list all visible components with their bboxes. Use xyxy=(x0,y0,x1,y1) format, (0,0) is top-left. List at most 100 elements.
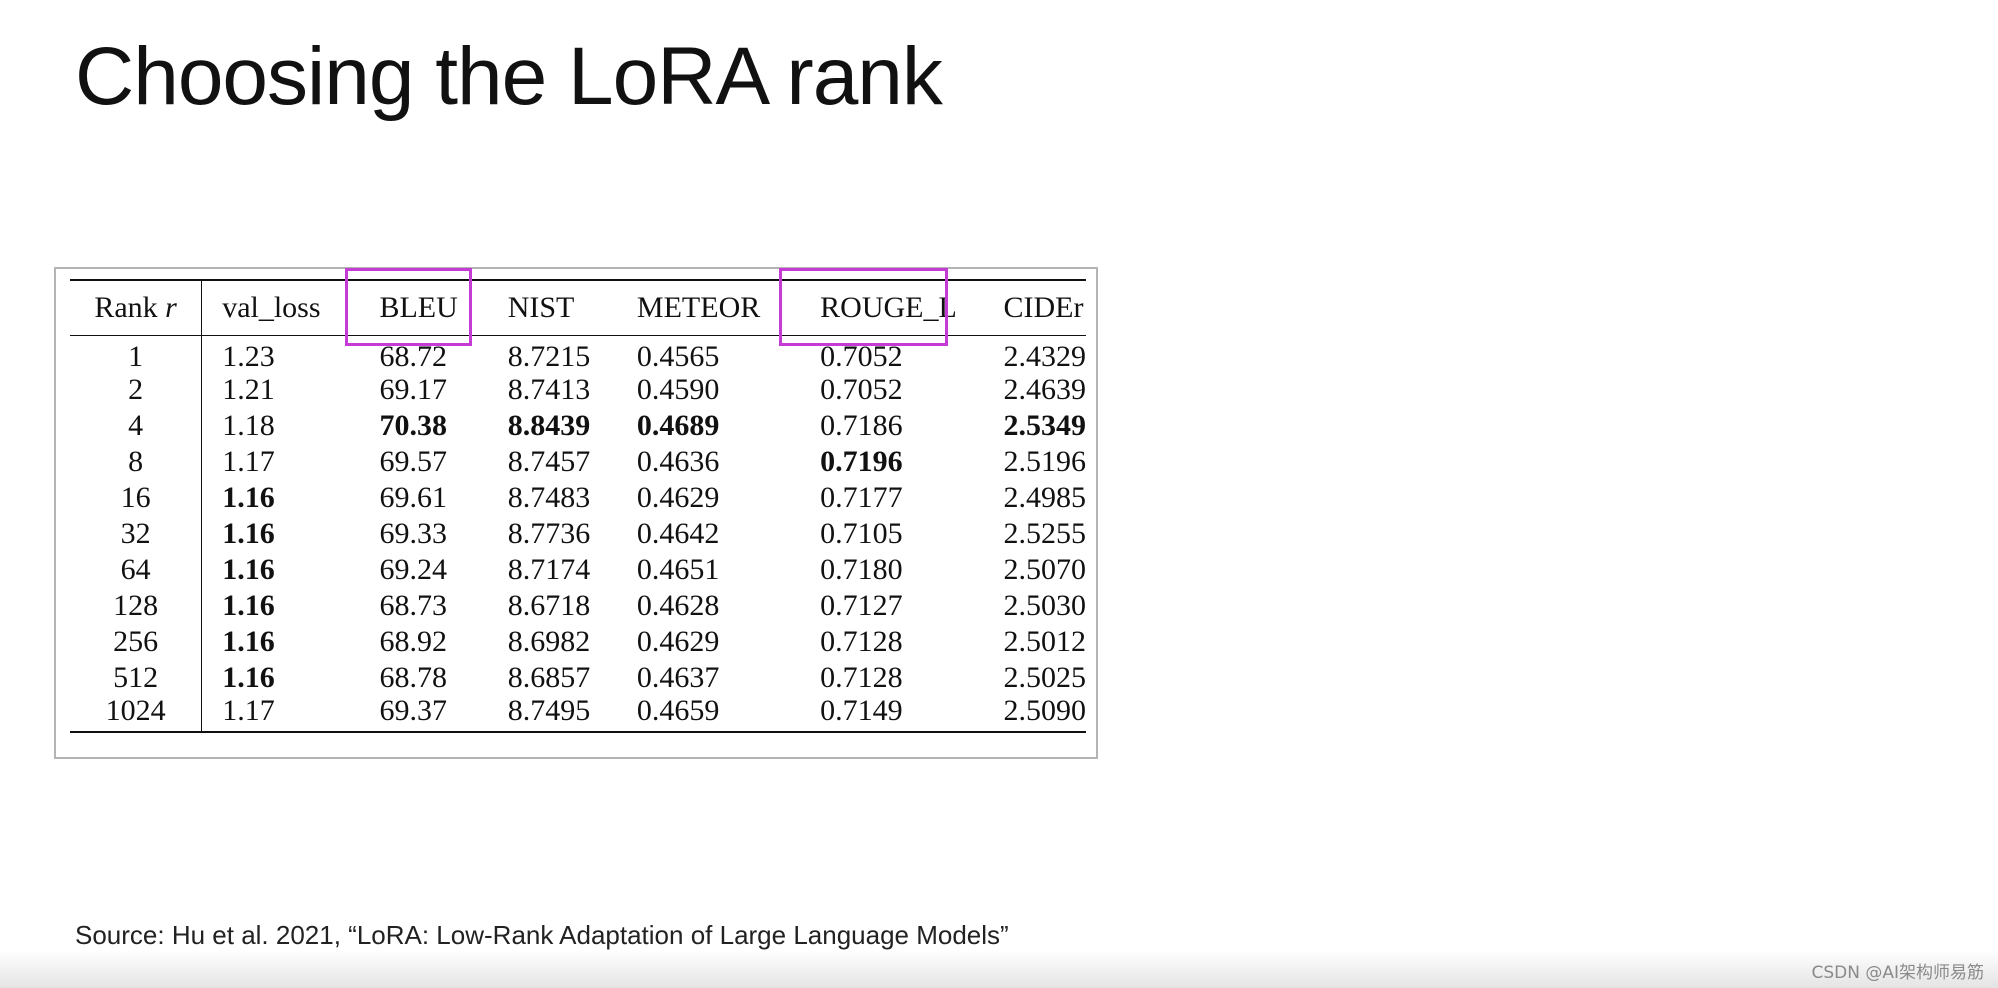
cell-meteor: 0.4689 xyxy=(636,408,720,442)
table-row: 8 1.17 69.57 8.7457 0.4636 0.7196 2.5196 xyxy=(70,443,1087,480)
cell-rank: 16 xyxy=(70,479,203,516)
cell-meteor: 0.4642 xyxy=(636,516,720,550)
cell-meteor: 0.4565 xyxy=(636,339,720,373)
cell-val-loss: 1.18 xyxy=(222,408,275,442)
cell-bleu: 70.38 xyxy=(379,408,447,442)
table-row: 256 1.16 68.92 8.6982 0.4629 0.7128 2.50… xyxy=(70,623,1087,660)
cell-bleu: 68.78 xyxy=(379,660,447,694)
cell-val-loss: 1.16 xyxy=(222,624,275,658)
cell-nist: 8.6718 xyxy=(507,588,591,622)
rouge-l-highlight-box xyxy=(779,268,948,346)
table-row: 64 1.16 69.24 8.7174 0.4651 0.7180 2.507… xyxy=(70,551,1087,588)
cell-rank: 1024 xyxy=(70,695,203,733)
cell-bleu: 69.33 xyxy=(379,516,447,550)
cell-val-loss: 1.16 xyxy=(222,552,275,586)
cell-meteor: 0.4628 xyxy=(636,588,720,622)
table-row: 2 1.21 69.17 8.7413 0.4590 0.7052 2.4639 xyxy=(70,371,1087,408)
cell-nist: 8.6982 xyxy=(507,624,591,658)
cell-meteor: 0.4629 xyxy=(636,480,720,514)
table-row: 128 1.16 68.73 8.6718 0.4628 0.7127 2.50… xyxy=(70,587,1087,624)
cell-rouge-l: 0.7052 xyxy=(820,339,903,373)
table-row: 1 1.23 68.72 8.7215 0.4565 0.7052 2.4329 xyxy=(70,335,1086,372)
results-table: Rank r val_loss BLEU NIST METEOR ROUGE_L… xyxy=(70,279,1086,733)
source-citation: Source: Hu et al. 2021, “LoRA: Low-Rank … xyxy=(75,920,1009,950)
table-row: 4 1.18 70.38 8.8439 0.4689 0.7186 2.5349 xyxy=(70,407,1087,444)
cell-nist: 8.6857 xyxy=(507,660,591,694)
watermark: CSDN @AI架构师易筋 xyxy=(1811,963,1984,983)
cell-meteor: 0.4629 xyxy=(636,624,720,658)
cell-meteor: 0.4659 xyxy=(636,695,807,733)
cell-rank: 8 xyxy=(70,443,203,480)
cell-bleu: 68.73 xyxy=(379,588,447,622)
table-row: 512 1.16 68.78 8.6857 0.4637 0.7128 2.50… xyxy=(70,659,1087,696)
table-frame: Rank r val_loss BLEU NIST METEOR ROUGE_L… xyxy=(54,267,1098,759)
cell-rouge-l: 0.7052 xyxy=(820,372,903,406)
header-nist: NIST xyxy=(503,279,637,336)
cell-bleu: 69.37 xyxy=(363,695,504,733)
cell-bleu: 69.57 xyxy=(379,444,447,478)
cell-nist: 8.7457 xyxy=(507,444,591,478)
cell-cider: 2.5030 xyxy=(1003,588,1087,622)
cell-bleu: 69.24 xyxy=(379,552,447,586)
cell-rouge-l: 0.7128 xyxy=(820,624,903,658)
cell-nist: 8.7413 xyxy=(507,372,591,406)
header-rouge-l: ROUGE_L xyxy=(806,279,1000,336)
cell-rouge-l: 0.7177 xyxy=(820,480,903,514)
header-rank-label: Rank r xyxy=(94,290,177,324)
cell-nist: 8.7495 xyxy=(503,695,637,733)
cell-val-loss: 1.17 xyxy=(222,444,275,478)
cell-nist: 8.7483 xyxy=(507,480,591,514)
cell-val-loss: 1.17 xyxy=(201,695,364,733)
cell-rouge-l: 0.7196 xyxy=(820,444,903,478)
cell-meteor: 0.4636 xyxy=(636,444,720,478)
header-bleu: BLEU xyxy=(363,279,504,336)
cell-bleu: 68.72 xyxy=(379,339,447,373)
cell-rank: 128 xyxy=(70,587,203,624)
cell-cider: 2.5255 xyxy=(1003,516,1087,550)
cell-val-loss: 1.16 xyxy=(222,588,275,622)
header-meteor: METEOR xyxy=(636,279,807,336)
cell-meteor: 0.4590 xyxy=(636,372,720,406)
cell-rank: 512 xyxy=(70,659,203,696)
cell-cider: 2.4329 xyxy=(1003,339,1087,373)
table-row: 1024 1.17 69.37 8.7495 0.4659 0.7149 2.5… xyxy=(70,695,1086,733)
cell-rouge-l: 0.7105 xyxy=(820,516,903,550)
cell-cider: 2.4985 xyxy=(1003,480,1087,514)
cell-val-loss: 1.21 xyxy=(222,372,275,406)
cell-rouge-l: 0.7149 xyxy=(806,695,1000,733)
cell-val-loss: 1.16 xyxy=(222,516,275,550)
cell-nist: 8.8439 xyxy=(507,408,591,442)
bottom-strip xyxy=(0,950,1998,988)
cell-cider: 2.4639 xyxy=(1003,372,1087,406)
cell-rank: 256 xyxy=(70,623,203,660)
cell-nist: 8.7736 xyxy=(507,516,591,550)
cell-val-loss: 1.16 xyxy=(222,480,275,514)
table-row: 32 1.16 69.33 8.7736 0.4642 0.7105 2.525… xyxy=(70,515,1087,552)
cell-cider: 2.5025 xyxy=(1003,660,1087,694)
cell-rank: 64 xyxy=(70,551,203,588)
cell-val-loss: 1.23 xyxy=(222,339,275,373)
cell-meteor: 0.4637 xyxy=(636,660,720,694)
cell-rouge-l: 0.7128 xyxy=(820,660,903,694)
cell-rank: 1 xyxy=(70,335,203,372)
header-rank-symbol: r xyxy=(165,290,177,324)
cell-nist: 8.7174 xyxy=(507,552,591,586)
cell-bleu: 69.17 xyxy=(379,372,447,406)
cell-rank: 4 xyxy=(70,407,203,444)
cell-cider: 2.5196 xyxy=(1003,444,1087,478)
cell-cider: 2.5070 xyxy=(1003,552,1087,586)
cell-meteor: 0.4651 xyxy=(636,552,720,586)
cell-rouge-l: 0.7127 xyxy=(820,588,903,622)
header-rank: Rank r xyxy=(70,279,203,336)
header-val-loss: val_loss xyxy=(201,279,364,336)
bleu-highlight-box xyxy=(345,268,472,346)
cell-rank: 2 xyxy=(70,371,203,408)
cell-nist: 8.7215 xyxy=(507,339,591,373)
cell-rouge-l: 0.7180 xyxy=(820,552,903,586)
cell-cider: 2.5349 xyxy=(1003,408,1087,442)
header-cider: CIDEr xyxy=(999,279,1086,336)
cell-bleu: 68.92 xyxy=(379,624,447,658)
table-header-row: Rank r val_loss BLEU NIST METEOR ROUGE_L… xyxy=(70,279,1086,336)
cell-cider: 2.5012 xyxy=(1003,624,1087,658)
cell-val-loss: 1.16 xyxy=(222,660,275,694)
